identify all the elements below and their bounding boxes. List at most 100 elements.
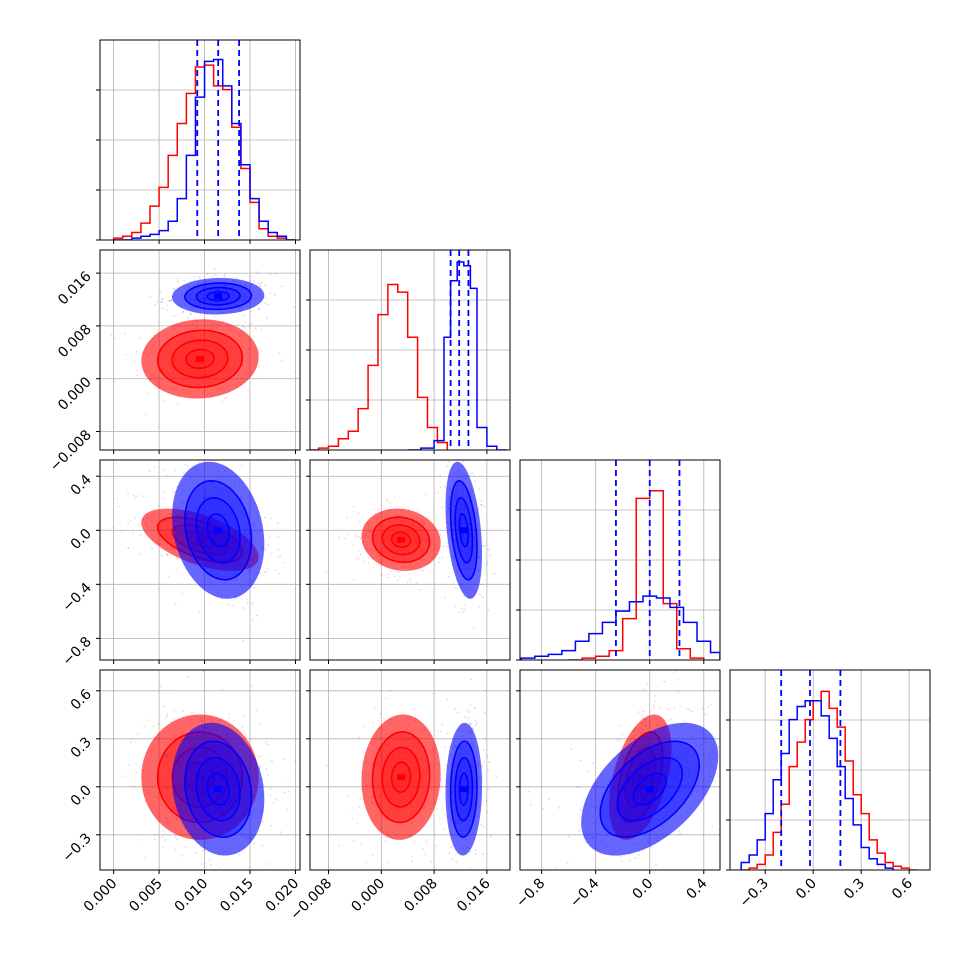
sample-point <box>132 494 135 497</box>
sample-point <box>277 548 280 551</box>
density-contour <box>449 740 478 838</box>
sample-point <box>169 513 172 516</box>
sample-point <box>166 554 169 557</box>
sample-point <box>257 348 260 351</box>
sample-point <box>481 529 484 531</box>
sample-point <box>357 512 360 515</box>
sample-point <box>274 568 277 571</box>
sample-point <box>167 576 170 578</box>
sample-point <box>165 817 168 820</box>
sample-point <box>181 311 184 313</box>
sample-point <box>673 707 676 710</box>
sample-point <box>619 855 622 858</box>
sample-point <box>445 545 448 548</box>
sample-point <box>452 435 454 437</box>
sample-point <box>624 877 626 879</box>
sample-point <box>360 842 362 845</box>
sample-point <box>235 324 238 326</box>
sample-point <box>210 720 213 723</box>
sample-point <box>163 469 166 471</box>
sample-point <box>358 736 360 739</box>
sample-point <box>161 836 164 839</box>
sample-point <box>373 508 375 511</box>
density-contour <box>454 496 474 564</box>
sample-point <box>358 521 361 523</box>
sample-point <box>472 627 475 630</box>
sample-point <box>156 722 159 725</box>
sample-point <box>709 703 712 706</box>
sample-point <box>187 451 189 453</box>
scatter-panel <box>100 250 300 450</box>
sample-point <box>220 401 223 403</box>
sample-point <box>124 775 127 778</box>
sample-point <box>202 849 204 852</box>
sample-point <box>473 474 475 477</box>
sample-point <box>578 829 581 832</box>
sample-point <box>616 739 619 742</box>
sample-point <box>596 871 598 873</box>
sample-point <box>142 518 145 521</box>
sample-point <box>412 708 415 711</box>
histogram-panel <box>730 670 930 870</box>
sample-point <box>555 866 558 868</box>
sample-point <box>484 737 487 740</box>
density-peak <box>397 774 406 781</box>
sample-point <box>486 561 489 564</box>
sample-point <box>644 687 647 690</box>
panel-frame <box>99 669 301 871</box>
sample-point <box>159 529 162 532</box>
sample-point <box>386 498 389 501</box>
sample-point <box>136 369 139 372</box>
sample-point <box>454 605 457 608</box>
sample-point <box>277 536 280 538</box>
sample-point <box>244 321 247 323</box>
sample-point <box>473 707 476 709</box>
sample-point <box>475 722 478 724</box>
sample-point <box>372 566 375 569</box>
sample-point <box>166 713 169 715</box>
sample-point <box>266 567 269 570</box>
sample-point <box>185 882 187 884</box>
sample-point <box>260 376 263 379</box>
sample-point <box>359 553 362 556</box>
sample-point <box>193 276 196 279</box>
sample-point <box>142 495 145 497</box>
sample-point <box>183 463 186 466</box>
sample-point <box>542 807 545 810</box>
sample-point <box>234 597 237 600</box>
sample-point <box>679 705 682 707</box>
sample-point <box>338 536 341 539</box>
sample-point <box>139 768 142 771</box>
sample-point <box>655 863 658 866</box>
y-tick-label: −0.4 <box>59 580 94 615</box>
x-tick-label: 0.6 <box>889 875 916 902</box>
sample-point <box>258 365 260 368</box>
histogram-line <box>520 595 720 660</box>
sample-point <box>173 709 175 712</box>
sample-point <box>259 756 262 758</box>
sample-point <box>469 722 472 724</box>
sample-point <box>135 762 138 765</box>
sample-point <box>248 739 251 742</box>
sample-point <box>276 522 279 525</box>
sample-point <box>379 712 382 715</box>
density-contour <box>449 479 478 581</box>
sample-point <box>351 807 354 810</box>
sample-point <box>393 496 396 499</box>
density-contour <box>206 772 230 806</box>
sample-point <box>415 581 418 584</box>
sample-point <box>195 455 197 457</box>
sample-point <box>184 846 187 848</box>
sample-point <box>658 707 661 710</box>
sample-point <box>352 505 355 508</box>
sample-point <box>707 706 709 709</box>
sample-point <box>650 845 653 848</box>
sample-point <box>486 811 489 814</box>
sample-point <box>458 611 461 614</box>
sample-point <box>214 268 216 271</box>
density-contour <box>206 513 230 548</box>
sample-point <box>206 272 209 275</box>
sample-point <box>429 786 432 788</box>
sample-point <box>489 554 492 557</box>
sample-point <box>439 730 442 733</box>
